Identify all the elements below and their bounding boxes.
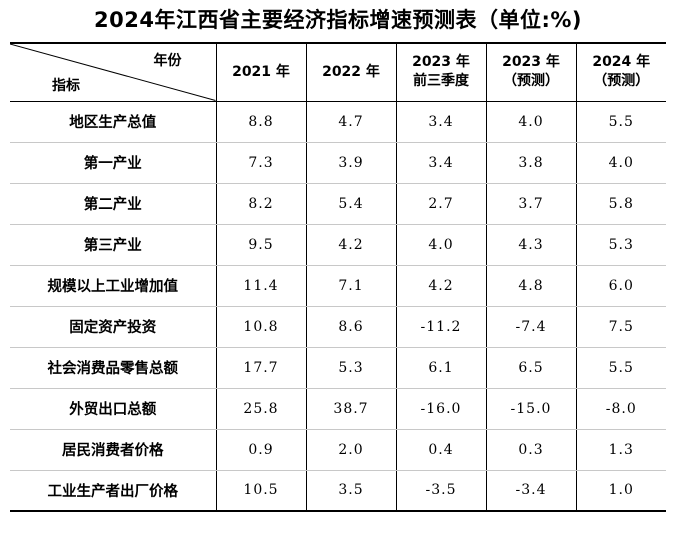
column-header-line1: 2024 年 [592, 54, 651, 71]
value-cell: 3.7 [485, 183, 577, 225]
value-cell: 6.5 [485, 347, 577, 389]
column-header: 2023 年前三季度 [395, 42, 487, 102]
diagonal-line [10, 44, 216, 101]
value-cell: 4.0 [575, 142, 666, 184]
column-header: 2024 年 （预测） [575, 42, 666, 102]
table-title: 2024年江西省主要经济指标增速预测表（单位:%) [94, 8, 582, 32]
row-label: 规模以上工业增加值 [10, 265, 217, 307]
value-cell: 2.0 [305, 429, 397, 471]
value-cell: 0.9 [215, 429, 307, 471]
value-cell: 8.8 [215, 101, 307, 143]
table-row: 第一产业 7.3 3.9 3.4 3.8 4.0 [10, 142, 666, 184]
row-label: 第三产业 [10, 224, 217, 266]
column-header-line1: 2022 年 [322, 63, 380, 80]
value-cell: 4.2 [395, 265, 487, 307]
value-cell: 5.5 [575, 347, 666, 389]
table-row: 规模以上工业增加值 11.4 7.1 4.2 4.8 6.0 [10, 265, 666, 307]
value-cell: 11.4 [215, 265, 307, 307]
row-label: 地区生产总值 [10, 101, 217, 143]
table-row: 居民消费者价格 0.9 2.0 0.4 0.3 1.3 [10, 429, 666, 471]
value-cell: 8.6 [305, 306, 397, 348]
corner-label-year: 年份 [153, 53, 182, 69]
value-cell: 4.0 [395, 224, 487, 266]
indicator-table: 年份 指标 2021 年 2022 年 2023 年前三季度 2023 年（预测… [10, 42, 666, 512]
value-cell: 3.8 [485, 142, 577, 184]
value-cell: 4.7 [305, 101, 397, 143]
value-cell: 5.5 [575, 101, 666, 143]
column-header-line1: 2023 年 [502, 54, 560, 71]
table-row: 第三产业 9.5 4.2 4.0 4.3 5.3 [10, 224, 666, 266]
value-cell: 0.4 [395, 429, 487, 471]
value-cell: 7.3 [215, 142, 307, 184]
table-row: 地区生产总值 8.8 4.7 3.4 4.0 5.5 [10, 101, 666, 143]
row-label: 外贸出口总额 [10, 388, 217, 430]
value-cell: -16.0 [395, 388, 487, 430]
table-row: 固定资产投资 10.8 8.6 -11.2 -7.4 7.5 [10, 306, 666, 348]
value-cell: 2.7 [395, 183, 487, 225]
value-cell: 4.0 [485, 101, 577, 143]
value-cell: 1.3 [575, 429, 666, 471]
value-cell: 10.8 [215, 306, 307, 348]
table-row: 第二产业 8.2 5.4 2.7 3.7 5.8 [10, 183, 666, 225]
value-cell: 25.8 [215, 388, 307, 430]
value-cell: -3.5 [395, 470, 487, 512]
header-row: 年份 指标 2021 年 2022 年 2023 年前三季度 2023 年（预测… [10, 42, 666, 102]
column-header-line1: 2023 年 [412, 54, 470, 71]
row-label: 第一产业 [10, 142, 217, 184]
value-cell: -3.4 [485, 470, 577, 512]
value-cell: 5.3 [305, 347, 397, 389]
value-cell: -7.4 [485, 306, 577, 348]
value-cell: 17.7 [215, 347, 307, 389]
value-cell: 5.3 [575, 224, 666, 266]
value-cell: 3.5 [305, 470, 397, 512]
value-cell: 0.3 [485, 429, 577, 471]
value-cell: 38.7 [305, 388, 397, 430]
value-cell: 5.4 [305, 183, 397, 225]
column-header-line2: 前三季度 [413, 73, 469, 90]
column-header: 2022 年 [305, 42, 397, 102]
value-cell: 4.2 [305, 224, 397, 266]
row-label: 工业生产者出厂价格 [10, 470, 217, 512]
value-cell: 6.0 [575, 265, 666, 307]
column-header: 2023 年 （预测） [485, 42, 577, 102]
value-cell: 8.2 [215, 183, 307, 225]
value-cell: 4.8 [485, 265, 577, 307]
table-row: 社会消费品零售总额 17.7 5.3 6.1 6.5 5.5 [10, 347, 666, 389]
corner-label-indicator: 指标 [52, 77, 80, 94]
row-label: 社会消费品零售总额 [10, 347, 217, 389]
corner-header-cell: 年份 指标 [10, 42, 217, 102]
value-cell: -8.0 [575, 388, 666, 430]
value-cell: 9.5 [215, 224, 307, 266]
value-cell: 6.1 [395, 347, 487, 389]
column-header-line2: （预测） [593, 73, 650, 90]
table-row: 外贸出口总额 25.8 38.7 -16.0 -15.0 -8.0 [10, 388, 666, 430]
column-header-line1: 2021 年 [232, 63, 290, 80]
value-cell: 5.8 [575, 183, 666, 225]
value-cell: -15.0 [485, 388, 577, 430]
value-cell: 3.4 [395, 142, 487, 184]
value-cell: 3.9 [305, 142, 397, 184]
table-row: 工业生产者出厂价格 10.5 3.5 -3.5 -3.4 1.0 [10, 470, 666, 512]
value-cell: 10.5 [215, 470, 307, 512]
value-cell: 7.5 [575, 306, 666, 348]
row-label: 第二产业 [10, 183, 217, 225]
value-cell: 3.4 [395, 101, 487, 143]
column-header-line2: （预测） [503, 73, 559, 90]
row-label: 固定资产投资 [10, 306, 217, 348]
value-cell: 1.0 [575, 470, 666, 512]
column-header: 2021 年 [215, 42, 307, 102]
value-cell: 4.3 [485, 224, 577, 266]
value-cell: -11.2 [395, 306, 487, 348]
row-label: 居民消费者价格 [10, 429, 217, 471]
value-cell: 7.1 [305, 265, 397, 307]
